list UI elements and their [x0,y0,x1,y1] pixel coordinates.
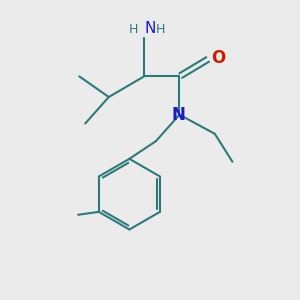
Text: N: N [172,106,186,124]
Text: H: H [128,23,138,36]
Text: N: N [145,21,156,36]
Text: O: O [211,49,226,67]
Text: H: H [155,23,165,36]
